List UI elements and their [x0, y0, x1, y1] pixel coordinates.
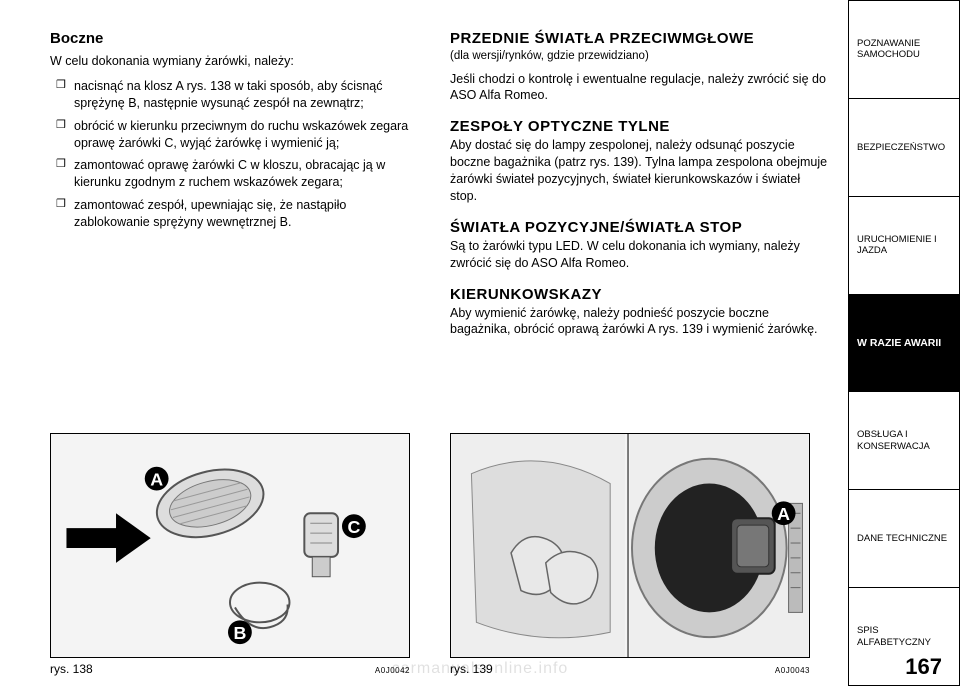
fig-code: A0J0042: [375, 666, 410, 675]
sec1-title: PRZEDNIE ŚWIATŁA PRZECIWMGŁOWE: [450, 30, 828, 47]
svg-text:A: A: [777, 504, 790, 524]
figure-139: A: [450, 433, 810, 658]
sec3-p: Są to żarówki typu LED. W celu dokonania…: [450, 238, 828, 272]
right-column: PRZEDNIE ŚWIATŁA PRZECIWMGŁOWE (dla wers…: [450, 30, 828, 676]
fig-label: rys. 138: [50, 662, 93, 676]
list-item: obrócić w kierunku przeciwnym do ruchu w…: [62, 118, 420, 152]
page: Boczne W celu dokonania wymiany żarówki,…: [0, 0, 960, 686]
left-heading: Boczne: [50, 30, 420, 47]
svg-text:B: B: [233, 623, 246, 643]
sec3-title: ŚWIATŁA POZYCYJNE/ŚWIATŁA STOP: [450, 219, 828, 236]
figure-139-caption: rys. 139 A0J0043: [450, 662, 810, 676]
list-item: nacisnąć na klosz A rys. 138 w taki spos…: [62, 78, 420, 112]
figure-138: A B C: [50, 433, 410, 658]
svg-text:A: A: [150, 470, 163, 490]
sec1-p: Jeśli chodzi o kontrolę i ewentualne reg…: [450, 71, 828, 105]
sec2-p: Aby dostać się do lampy zespolonej, nale…: [450, 137, 828, 205]
fig-label: rys. 139: [450, 662, 493, 676]
sec4-title: KIERUNKOWSKAZY: [450, 286, 828, 303]
sec4-p: Aby wymienić żarówkę, należy podnieść po…: [450, 305, 828, 339]
left-list: nacisnąć na klosz A rys. 138 w taki spos…: [50, 78, 420, 237]
list-item: zamontować zespół, upewniając się, że na…: [62, 197, 420, 231]
tab-uruchomienie[interactable]: URUCHOMIENIE I JAZDA: [849, 196, 960, 295]
tab-awaria[interactable]: W RAZIE AWARII: [849, 294, 960, 393]
tab-obsluga[interactable]: OBSŁUGA I KONSERWACJA: [849, 391, 960, 490]
content-area: Boczne W celu dokonania wymiany żarówki,…: [0, 0, 848, 686]
sec1-sub: (dla wersji/rynków, gdzie przewidziano): [450, 49, 828, 65]
svg-text:C: C: [347, 517, 360, 537]
figure-138-caption: rys. 138 A0J0042: [50, 662, 410, 676]
figure-138-svg: A B C: [51, 434, 409, 657]
left-intro: W celu dokonania wymiany żarówki, należy…: [50, 53, 420, 70]
left-column: Boczne W celu dokonania wymiany żarówki,…: [50, 30, 420, 676]
tab-dane[interactable]: DANE TECHNICZNE: [849, 489, 960, 588]
fig-code: A0J0043: [775, 666, 810, 675]
sidebar-tabs: POZNAWANIE SAMOCHODU BEZPIECZEŃSTWO URUC…: [848, 0, 960, 686]
list-item: zamontować oprawę żarówki C w kloszu, ob…: [62, 157, 420, 191]
page-number: 167: [905, 654, 942, 680]
figure-139-svg: A: [451, 434, 809, 657]
tab-bezpieczenstwo[interactable]: BEZPIECZEŃSTWO: [849, 98, 960, 197]
tab-poznawanie[interactable]: POZNAWANIE SAMOCHODU: [849, 0, 960, 99]
sec2-title: ZESPOŁY OPTYCZNE TYLNE: [450, 118, 828, 135]
